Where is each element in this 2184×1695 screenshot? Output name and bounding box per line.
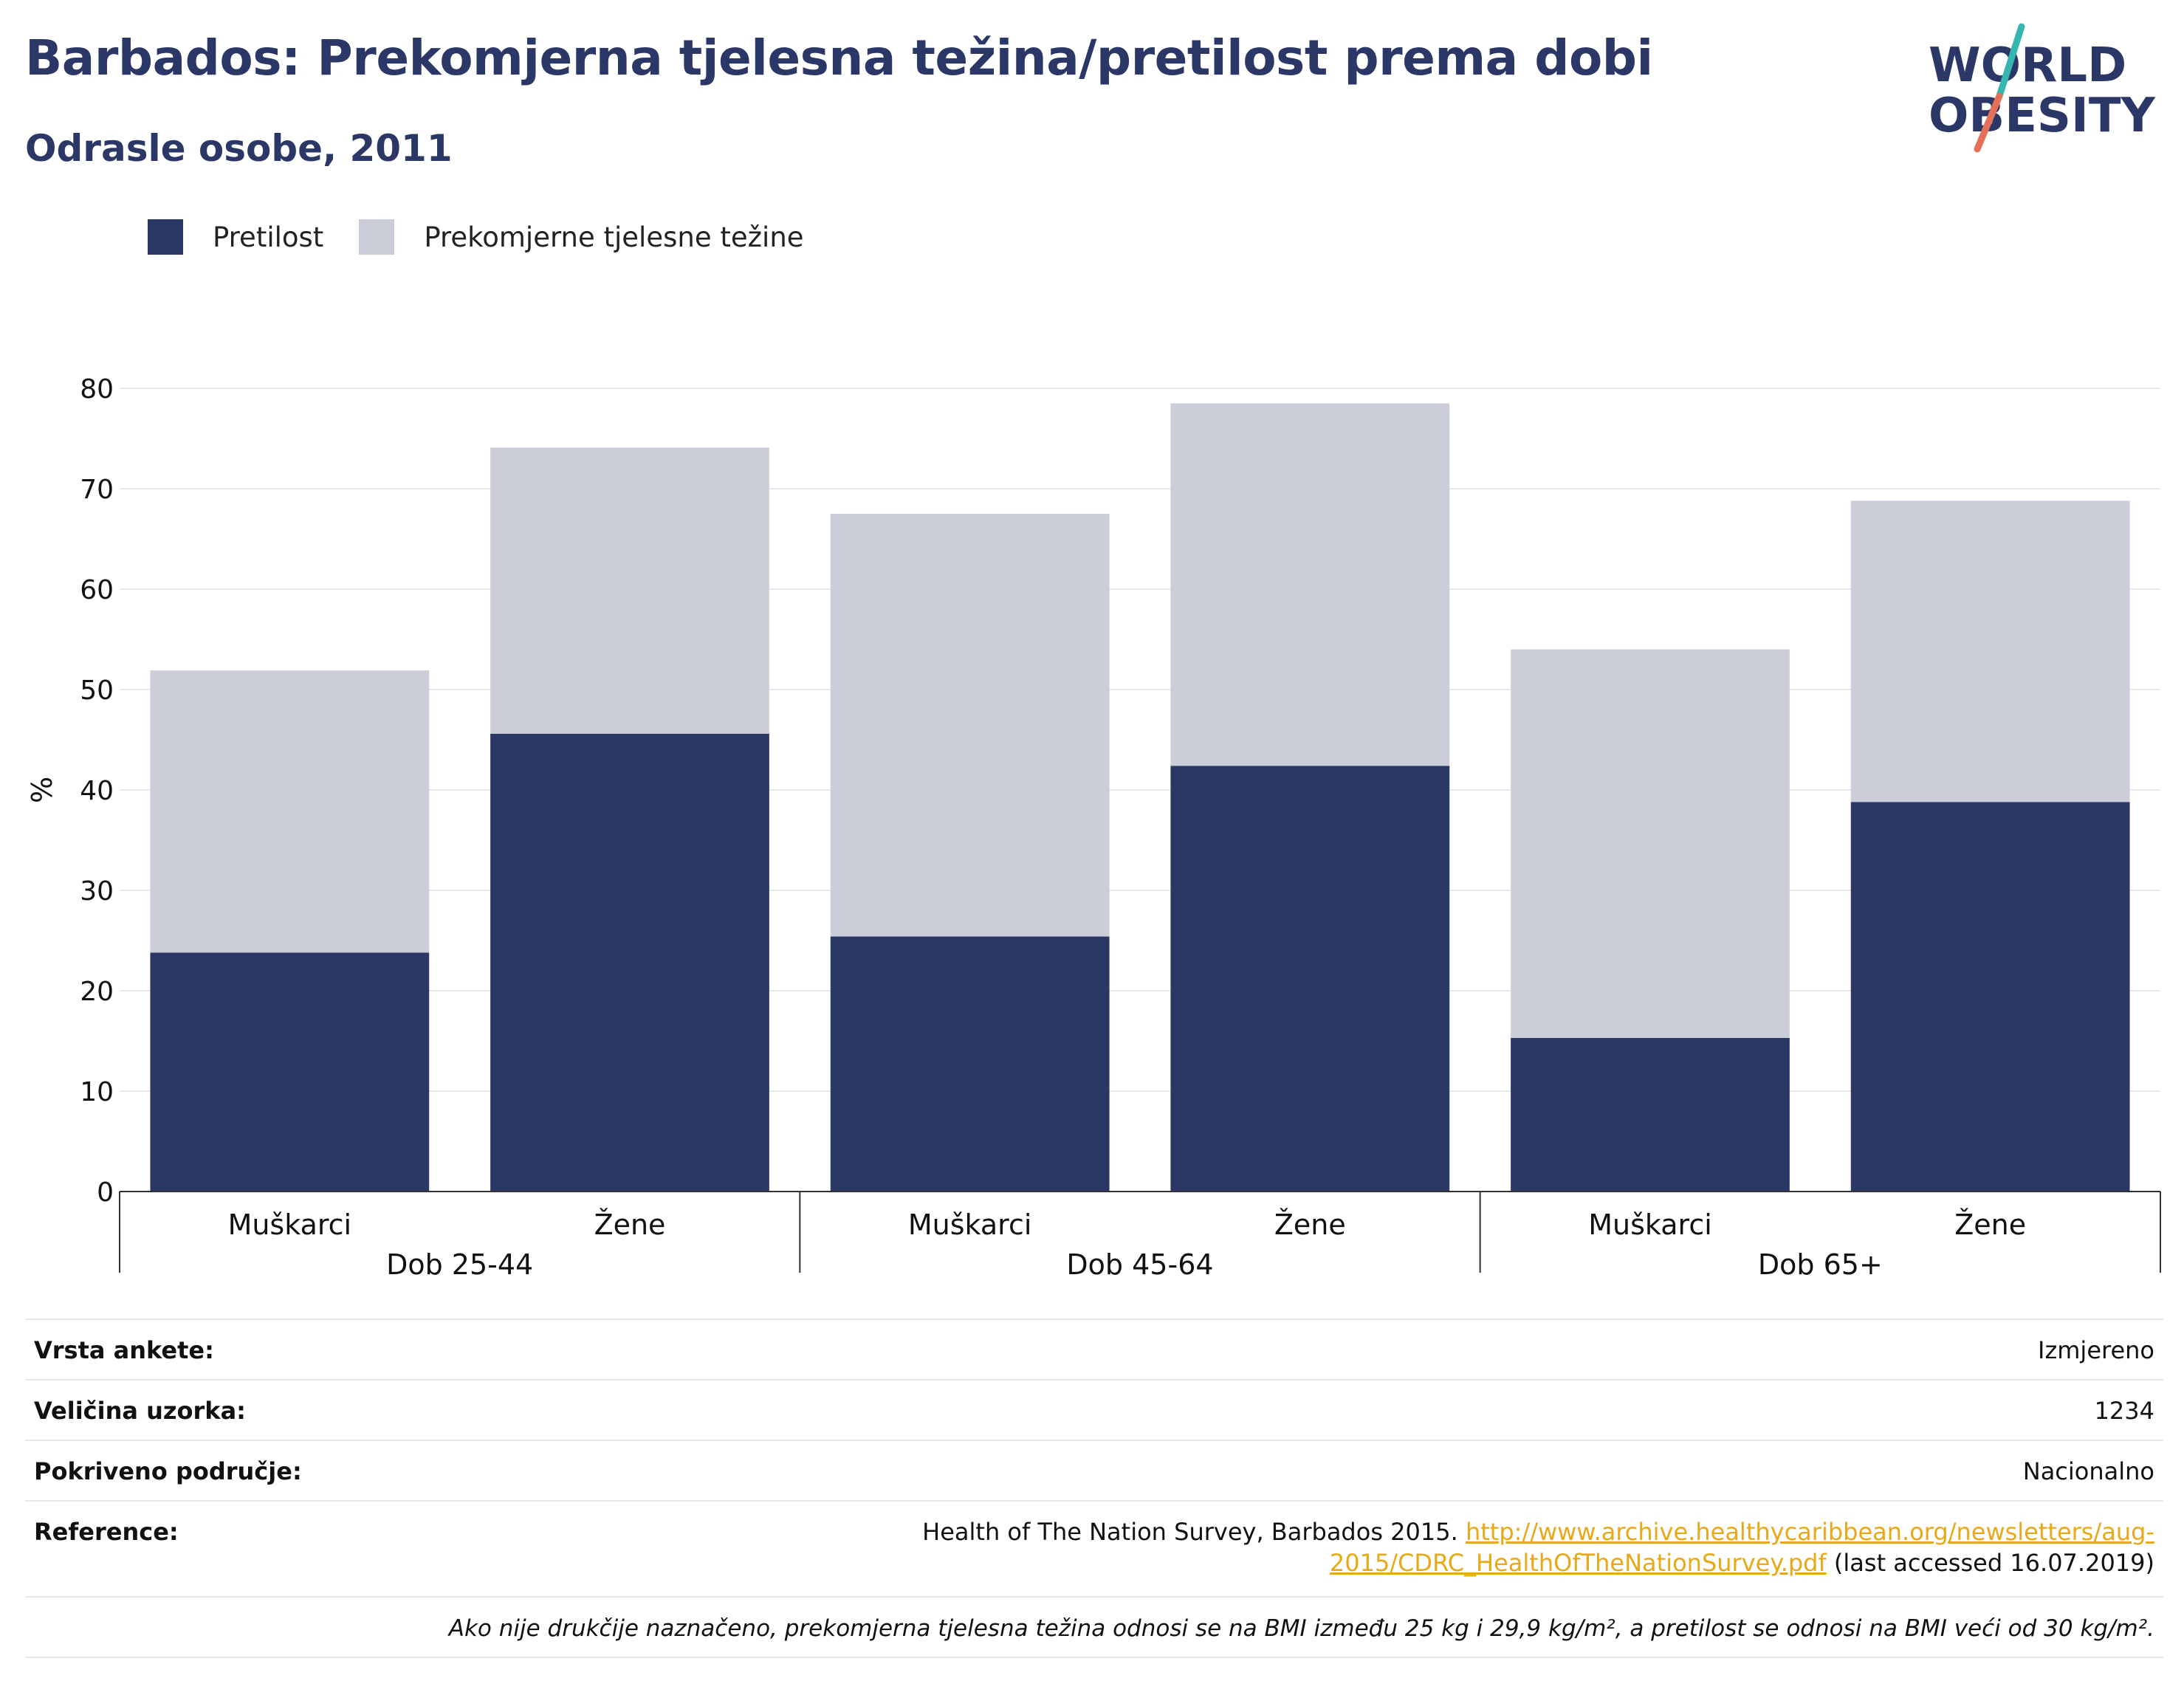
x-group-label: Dob 25-44: [386, 1248, 533, 1281]
bar-chart: 0 10 20 30 40 50 60 70 80% Muškarci Žene Muškarci Že…: [26, 374, 2161, 1281]
sample-size-label: Veličina uzorka:: [34, 1397, 246, 1425]
reference-value: Health of The Nation Survey, Barbados 20…: [811, 1516, 2154, 1578]
x-category-label: Muškarci: [1588, 1208, 1712, 1241]
logo-text-world: WORLD: [1929, 38, 2126, 93]
survey-type-label: Vrsta ankete:: [34, 1336, 214, 1364]
coverage-value: Nacionalno: [2022, 1457, 2154, 1485]
legend-label-obesity: Pretilost: [213, 221, 324, 253]
bar-overweight: [1511, 649, 1790, 1038]
reference-text: Health of The Nation Survey, Barbados 20…: [922, 1518, 1458, 1546]
reference-link[interactable]: http://www.archive.healthycaribbean.org/…: [1330, 1518, 2154, 1577]
y-tick-label: 80: [80, 374, 114, 405]
x-category-label: Žene: [1274, 1208, 1346, 1241]
bar-overweight: [490, 447, 769, 734]
logo-text-obesity: OBESITY: [1929, 89, 2155, 143]
x-group-label: Dob 65+: [1758, 1248, 1883, 1281]
survey-type-value: Izmjereno: [2038, 1336, 2154, 1364]
reference-suffix: (last accessed 16.07.2019): [1833, 1549, 2154, 1577]
y-tick-label: 0: [97, 1177, 114, 1208]
bar-obesity: [830, 936, 1110, 1192]
reference-link-line2: 2015/CDRC_HealthOfTheNationSurvey.pdf: [1329, 1549, 1827, 1577]
bar-obesity: [1850, 802, 2130, 1192]
x-category-label: Muškarci: [228, 1208, 352, 1241]
info-row-coverage: Pokriveno područje: Nacionalno: [25, 1440, 2163, 1500]
x-category-label: Žene: [594, 1208, 666, 1241]
x-group-label: Dob 45-64: [1066, 1248, 1213, 1281]
x-category-label: Muškarci: [908, 1208, 1032, 1241]
definition-note: Ako nije drukčije naznačeno, prekomjerna…: [448, 1615, 2154, 1642]
legend-item-obesity: Pretilost: [148, 219, 323, 255]
info-row-sample-size: Veličina uzorka: 1234: [25, 1379, 2163, 1440]
bar-obesity: [1511, 1037, 1790, 1192]
y-tick-label: 10: [80, 1077, 114, 1107]
bar-overweight: [830, 514, 1110, 937]
y-axis-title: %: [26, 777, 58, 803]
y-tick-label: 70: [80, 475, 114, 505]
bar-overweight: [1850, 501, 2130, 802]
chart-title: Barbados: Prekomjerna tjelesna težina/pr…: [25, 30, 1653, 86]
info-row-note: Ako nije drukčije naznačeno, prekomjerna…: [25, 1596, 2163, 1658]
bar-obesity: [150, 952, 430, 1192]
info-row-reference: Reference: Health of The Nation Survey, …: [25, 1500, 2163, 1596]
bar-obesity: [490, 733, 769, 1192]
bar-obesity: [1170, 766, 1450, 1192]
y-tick-label: 40: [80, 776, 114, 806]
chart-subtitle: Odrasle osobe, 2011: [25, 127, 453, 170]
legend-swatch-obesity: [148, 219, 183, 255]
chart-legend: Pretilost Prekomjerne tjelesne težine: [148, 219, 839, 255]
bar-overweight: [1170, 403, 1450, 766]
y-tick-label: 30: [80, 876, 114, 907]
legend-item-overweight: Prekomjerne tjelesne težine: [359, 219, 804, 255]
y-tick-label: 60: [80, 575, 114, 605]
y-tick-label: 50: [80, 675, 114, 706]
world-obesity-logo: WORLD OBESITY: [1929, 23, 2155, 153]
legend-label-overweight: Prekomjerne tjelesne težine: [424, 221, 804, 253]
bar-overweight: [150, 670, 430, 953]
survey-info-table: Vrsta ankete: Izmjereno Veličina uzorka:…: [25, 1318, 2163, 1658]
reference-label: Reference:: [34, 1518, 179, 1546]
legend-swatch-overweight: [359, 219, 395, 255]
x-category-label: Žene: [1954, 1208, 2026, 1241]
y-tick-label: 20: [80, 977, 114, 1007]
coverage-label: Pokriveno područje:: [34, 1457, 302, 1485]
info-row-survey-type: Vrsta ankete: Izmjereno: [25, 1318, 2163, 1379]
sample-size-value: 1234: [2094, 1397, 2154, 1425]
reference-link-line1: http://www.archive.healthycaribbean.org/…: [1465, 1518, 2154, 1546]
